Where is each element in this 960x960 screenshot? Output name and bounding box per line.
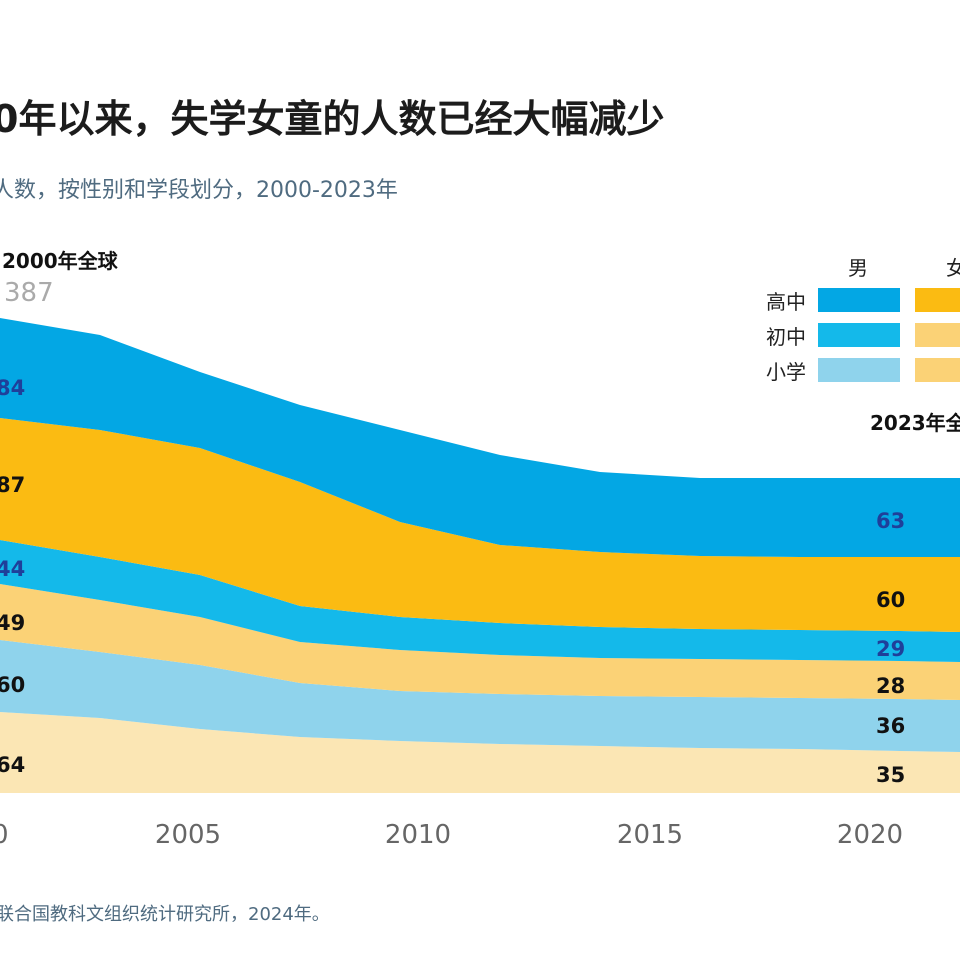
area-layers [0,318,960,793]
end-label-lowersec-boys: 29 [876,637,905,661]
legend-swatch-lowersec-female [915,323,960,347]
end-label-primary-girls: 35 [876,763,905,787]
x-axis: 0 2005 2010 2015 2020 [0,820,903,850]
area-layer-2 [0,584,960,700]
x-tick-2015: 2015 [617,820,683,850]
start-label-primary-girls: 64 [0,753,25,777]
total-2000-title: 2000年全球 [2,249,119,273]
x-tick-2000: 0 [0,820,9,850]
legend-header-male: 男 [848,256,868,280]
x-tick-2020: 2020 [837,820,903,850]
legend: 男 女 高中 初中 小学 [766,256,960,384]
start-label-lowersec-boys: 44 [0,557,25,581]
area-layer-4 [0,418,960,632]
start-label-lowersec-girls: 49 [0,611,25,635]
start-label-uppersec-boys: 84 [0,376,25,400]
legend-swatch-uppersec-male [818,288,900,312]
legend-swatch-lowersec-male [818,323,900,347]
legend-row-uppersec: 高中 [766,290,806,314]
legend-header-female: 女 [946,256,960,280]
area-layer-0 [0,712,960,793]
start-label-primary-boys: 60 [0,673,25,697]
area-layer-5 [0,318,960,557]
source-note: 联合国教科文组织统计研究所，2024年。 [0,904,330,925]
area-layer-1 [0,640,960,752]
legend-swatch-primary-male [818,358,900,382]
total-2023-title: 2023年全 [870,411,960,435]
legend-swatch-primary-female [915,358,960,382]
end-label-primary-boys: 36 [876,714,905,738]
area-layer-3 [0,540,960,662]
end-labels: 35 36 28 29 60 63 [876,509,905,787]
x-tick-2005: 2005 [155,820,221,850]
chart-subtitle: 人数，按性别和学段划分，2000-2023年 [0,178,398,203]
end-label-lowersec-girls: 28 [876,674,905,698]
total-2000-value: 387 [4,278,54,308]
end-label-uppersec-boys: 63 [876,509,905,533]
start-label-uppersec-girls: 87 [0,473,25,497]
legend-row-primary: 小学 [766,360,806,384]
chart-title: 0年以来，失学女童的人数已经大幅减少 [0,97,665,141]
legend-row-lowersec: 初中 [766,325,806,349]
x-tick-2010: 2010 [385,820,451,850]
start-labels: 64 60 49 44 87 84 [0,376,25,777]
total-2000: 2000年全球 387 [2,249,119,308]
legend-swatch-uppersec-female [915,288,960,312]
end-label-uppersec-girls: 60 [876,588,905,612]
